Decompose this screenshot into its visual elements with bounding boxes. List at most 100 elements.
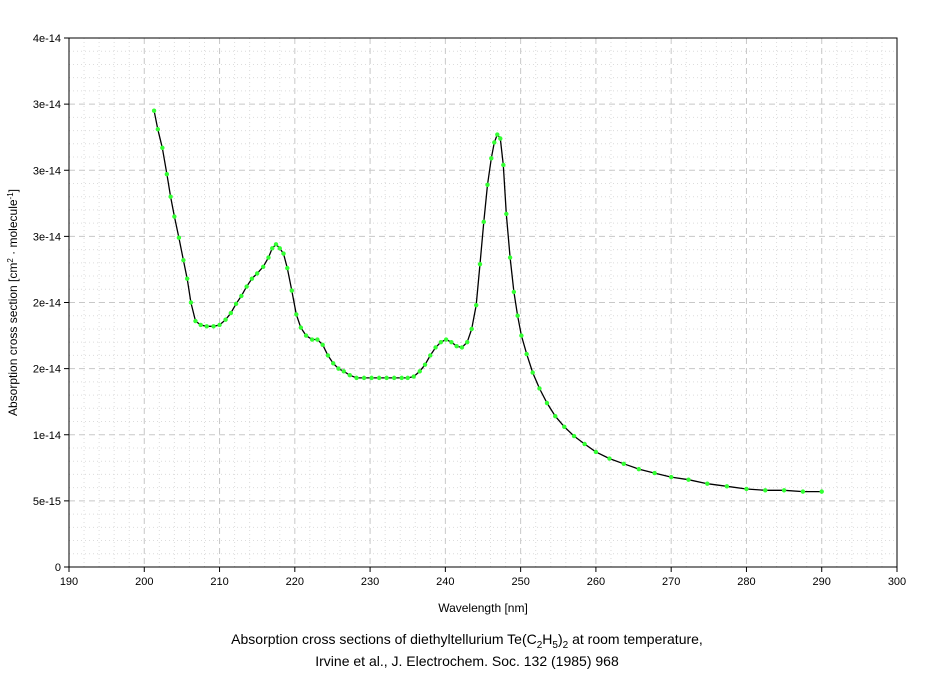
data-point bbox=[176, 235, 182, 240]
x-tick-label: 230 bbox=[361, 576, 379, 588]
y-axis-title-suffix: ] bbox=[6, 189, 20, 192]
data-point bbox=[519, 333, 524, 338]
data-point bbox=[454, 343, 459, 349]
x-tick-label: 200 bbox=[135, 576, 153, 588]
data-point bbox=[501, 162, 506, 168]
data-point bbox=[495, 132, 500, 137]
data-point bbox=[289, 288, 295, 293]
data-point bbox=[705, 481, 710, 486]
absorption-chart: 190 200 210 220 230 240 250 260 270 280 290 300 0 5e… bbox=[6, 33, 907, 615]
data-point bbox=[320, 342, 325, 348]
data-point bbox=[636, 466, 642, 472]
caption-sub-3: 2 bbox=[562, 639, 569, 651]
data-point bbox=[686, 477, 691, 482]
data-point bbox=[228, 310, 234, 316]
y-axis-title-middle: · molecule bbox=[6, 199, 20, 258]
data-point bbox=[607, 456, 612, 461]
data-point bbox=[198, 322, 203, 328]
caption-text-c: ) bbox=[557, 631, 563, 647]
data-point bbox=[285, 265, 290, 271]
x-tick-label: 280 bbox=[737, 576, 755, 588]
data-point bbox=[188, 300, 194, 305]
data-point bbox=[315, 337, 320, 342]
data-point bbox=[469, 326, 474, 332]
data-point bbox=[724, 484, 730, 489]
data-point bbox=[582, 441, 587, 447]
caption-line-1: Absorption cross sections of diethyltell… bbox=[0, 631, 934, 651]
x-tick-label: 270 bbox=[662, 576, 680, 588]
data-point bbox=[417, 369, 422, 374]
data-point bbox=[391, 375, 397, 381]
y-tick-label: 2e-14 bbox=[33, 364, 61, 376]
data-point bbox=[422, 362, 428, 367]
data-point bbox=[336, 366, 341, 371]
data-point bbox=[223, 317, 228, 322]
data-point bbox=[347, 373, 352, 378]
data-point bbox=[384, 375, 389, 381]
data-point bbox=[309, 337, 315, 342]
data-point bbox=[376, 375, 382, 381]
data-point bbox=[155, 127, 161, 132]
data-point bbox=[303, 333, 309, 338]
data-point bbox=[331, 361, 336, 366]
data-point bbox=[492, 140, 497, 145]
caption-text-b: H bbox=[542, 631, 553, 647]
data-point bbox=[668, 474, 674, 480]
data-point bbox=[544, 400, 550, 406]
data-point bbox=[261, 264, 266, 269]
x-tick-label: 260 bbox=[587, 576, 605, 588]
data-point bbox=[239, 293, 244, 299]
data-point bbox=[459, 345, 465, 350]
data-point bbox=[744, 486, 749, 492]
y-tick-label: 4e-14 bbox=[33, 33, 61, 45]
data-point bbox=[428, 353, 433, 358]
data-point bbox=[168, 194, 173, 199]
data-point bbox=[571, 433, 577, 439]
caption-line-2: Irvine et al., J. Electrochem. Soc. 132 … bbox=[315, 653, 619, 669]
data-point bbox=[477, 261, 483, 267]
x-tick-label: 190 bbox=[60, 576, 78, 588]
series-markers bbox=[151, 108, 824, 494]
data-point bbox=[354, 375, 359, 381]
data-point bbox=[211, 324, 216, 329]
data-point bbox=[530, 370, 535, 375]
data-point bbox=[489, 156, 494, 161]
data-point bbox=[515, 313, 520, 318]
data-point bbox=[325, 353, 331, 358]
y-tick-label: 3e-14 bbox=[33, 99, 61, 111]
data-point bbox=[172, 214, 177, 219]
data-point bbox=[652, 470, 657, 476]
data-point bbox=[800, 489, 806, 494]
y-axis-ticks: 0 5e-15 1e-14 2e-14 2e-14 3e-14 3e-14 3e-14 4e-1… bbox=[33, 33, 69, 574]
data-point bbox=[184, 276, 190, 281]
data-point bbox=[204, 324, 209, 329]
data-point bbox=[504, 211, 509, 217]
y-tick-label: 5e-15 bbox=[33, 496, 61, 508]
y-axis-title: Absorption cross section [cm2 · molecule… bbox=[6, 189, 21, 416]
data-point bbox=[498, 136, 503, 141]
data-point bbox=[405, 375, 410, 381]
y-tick-label: 0 bbox=[55, 562, 61, 574]
y-tick-label: 1e-14 bbox=[33, 430, 61, 442]
data-point bbox=[160, 145, 165, 150]
data-point bbox=[781, 488, 787, 493]
data-point bbox=[507, 255, 513, 260]
data-point bbox=[254, 271, 260, 276]
data-point bbox=[621, 461, 626, 467]
data-point bbox=[511, 289, 517, 295]
data-point bbox=[181, 257, 186, 263]
y-tick-label: 3e-14 bbox=[33, 165, 61, 177]
x-tick-label: 220 bbox=[286, 576, 304, 588]
data-point bbox=[361, 375, 367, 381]
caption-sub-1: 2 bbox=[536, 639, 543, 651]
data-point bbox=[411, 374, 416, 379]
data-point bbox=[233, 301, 239, 307]
x-tick-label: 300 bbox=[888, 576, 906, 588]
data-point bbox=[270, 246, 275, 251]
x-tick-label: 210 bbox=[210, 576, 228, 588]
data-point bbox=[481, 219, 486, 225]
data-point bbox=[244, 284, 249, 289]
data-point bbox=[249, 276, 255, 281]
data-point bbox=[562, 424, 567, 430]
y-axis-title-sup1: 2 bbox=[6, 258, 15, 263]
